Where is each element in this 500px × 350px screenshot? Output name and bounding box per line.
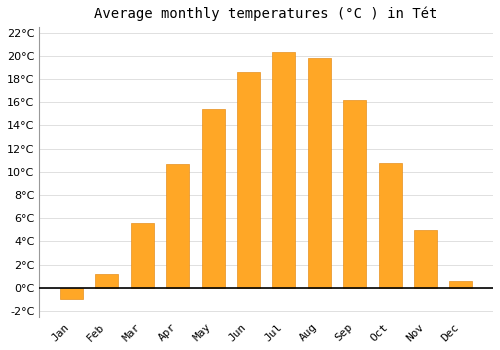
Bar [96, 274, 118, 288]
Bar [166, 164, 189, 288]
Bar [237, 72, 260, 288]
Bar [343, 100, 366, 288]
Bar [202, 109, 224, 288]
Bar [272, 52, 295, 288]
Bar [60, 288, 83, 299]
Bar [378, 162, 402, 288]
Bar [414, 230, 437, 288]
Title: Average monthly temperatures (°C ) in Tét: Average monthly temperatures (°C ) in Té… [94, 7, 438, 21]
Bar [130, 223, 154, 288]
Bar [308, 58, 331, 288]
Bar [450, 281, 472, 288]
